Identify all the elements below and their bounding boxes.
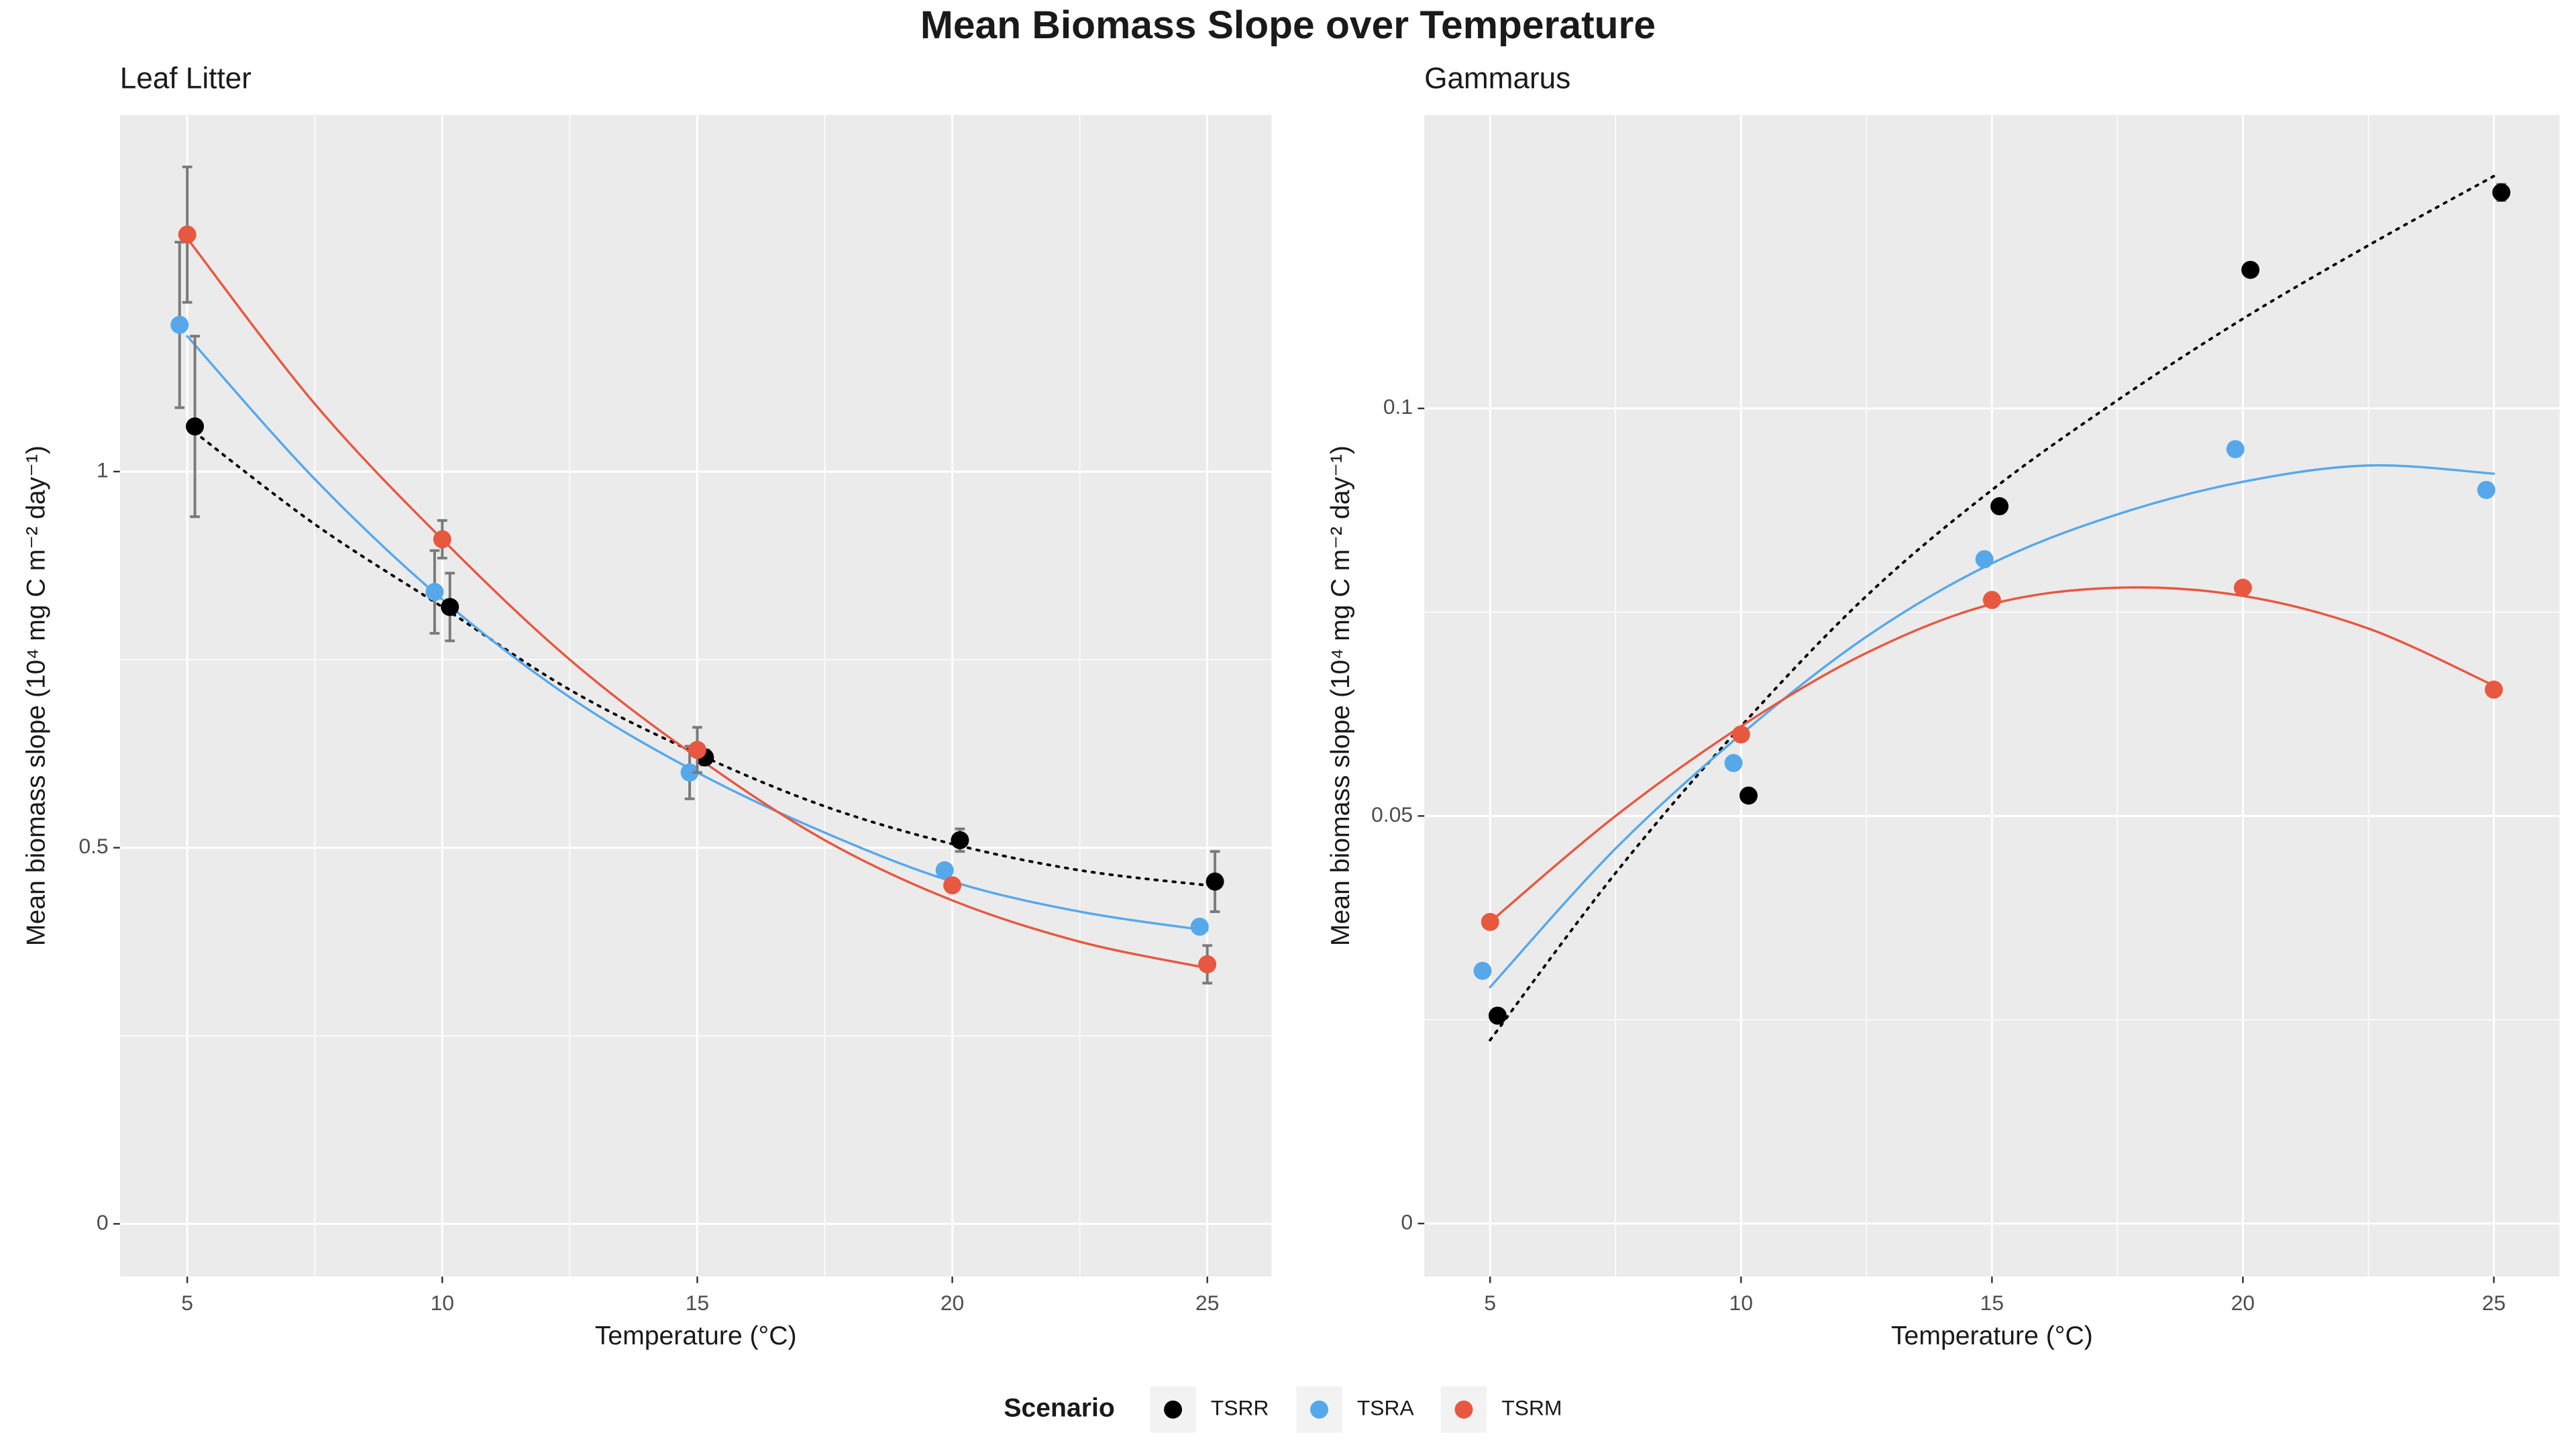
point (1473, 961, 1492, 980)
point (1198, 955, 1217, 973)
fit-line (186, 335, 1209, 932)
x-axis-title: Temperature (°C) (595, 1322, 797, 1350)
point (1982, 590, 2001, 609)
y-tick-label: 0.5 (78, 834, 108, 858)
y-tick-label: 0.05 (1371, 802, 1413, 826)
x-tick-label: 10 (1729, 1291, 1753, 1315)
x-tick-label: 5 (181, 1291, 193, 1315)
y-axis-title: Mean biomass slope (10⁴ mg C m⁻² day⁻¹) (1326, 445, 1355, 946)
x-tick-label: 15 (686, 1291, 709, 1315)
point (680, 763, 699, 782)
legend-marker (1310, 1400, 1328, 1419)
x-axis-title: Temperature (°C) (1891, 1322, 2093, 1350)
point (935, 861, 954, 879)
y-tick-label: 0.1 (1383, 394, 1413, 419)
point (170, 315, 189, 334)
point (433, 530, 451, 549)
fit-line (1489, 464, 2496, 989)
point (186, 417, 205, 436)
x-tick-label: 20 (2231, 1291, 2255, 1315)
x-tick-label: 20 (941, 1291, 964, 1315)
point (1731, 725, 1750, 744)
legend-label: TSRM (1501, 1396, 1562, 1420)
y-tick-label: 1 (97, 458, 109, 482)
x-tick-label: 10 (431, 1291, 454, 1315)
point (1990, 497, 2009, 516)
point (441, 598, 460, 616)
panel-title: Leaf Litter (120, 62, 252, 95)
fit-line (1489, 174, 2496, 1042)
point (2241, 260, 2260, 279)
point (1205, 872, 1224, 891)
point (688, 741, 706, 759)
fit-line (1489, 586, 2496, 924)
point (2485, 680, 2503, 699)
point (2226, 440, 2245, 459)
legend-title: Scenario (1004, 1394, 1114, 1423)
fit-line (186, 237, 1209, 969)
point (425, 582, 444, 601)
point (943, 876, 962, 895)
y-tick-label: 0 (1401, 1210, 1413, 1234)
point (1190, 917, 1209, 936)
point (2492, 183, 2511, 202)
y-tick-label: 0 (97, 1210, 109, 1234)
plot-background (119, 115, 1272, 1277)
fit-line (186, 425, 1209, 887)
point (178, 225, 197, 244)
point (1489, 1006, 1507, 1025)
legend-marker (1454, 1400, 1473, 1419)
point (1975, 550, 1994, 569)
point (1724, 753, 1743, 772)
panel-title: Gammarus (1424, 62, 1570, 95)
legend-label: TSRR (1211, 1396, 1269, 1420)
x-tick-label: 25 (2482, 1291, 2506, 1315)
point (2233, 578, 2252, 597)
legend-label: TSRA (1357, 1396, 1415, 1420)
point (1481, 912, 1499, 931)
point (2477, 480, 2496, 499)
y-axis-title: Mean biomass slope (10⁴ mg C m⁻² day⁻¹) (22, 445, 51, 946)
point (951, 830, 969, 849)
x-tick-label: 25 (1195, 1291, 1219, 1315)
chart-title: Mean Biomass Slope over Temperature (920, 3, 1656, 47)
x-tick-label: 5 (1484, 1291, 1496, 1315)
x-tick-label: 15 (1980, 1291, 2004, 1315)
point (1739, 786, 1758, 805)
legend-marker (1164, 1400, 1183, 1419)
